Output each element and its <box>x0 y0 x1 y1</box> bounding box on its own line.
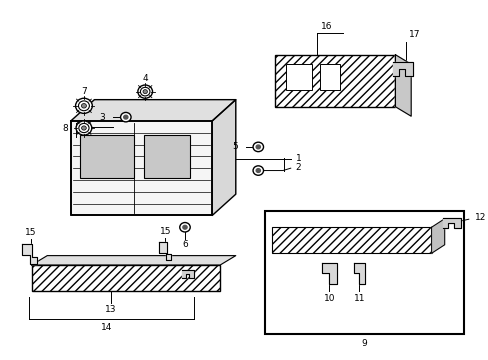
Polygon shape <box>32 256 235 265</box>
Polygon shape <box>392 62 412 76</box>
Bar <box>32 265 220 291</box>
Text: 7: 7 <box>81 87 87 96</box>
Circle shape <box>76 121 92 135</box>
Bar <box>285 64 311 90</box>
Circle shape <box>81 126 86 130</box>
Text: 14: 14 <box>101 323 112 332</box>
Bar <box>71 121 212 215</box>
Text: 6: 6 <box>182 240 187 249</box>
Text: 9: 9 <box>361 338 366 347</box>
Polygon shape <box>158 242 171 260</box>
Bar <box>80 135 134 177</box>
Text: 5: 5 <box>232 143 238 152</box>
Circle shape <box>79 123 89 132</box>
Text: 13: 13 <box>105 305 116 314</box>
Text: 16: 16 <box>320 22 332 31</box>
Circle shape <box>252 166 263 175</box>
Text: 2: 2 <box>295 163 301 172</box>
Polygon shape <box>71 100 235 121</box>
Circle shape <box>256 145 260 149</box>
Text: 15: 15 <box>25 229 36 238</box>
Circle shape <box>76 98 92 113</box>
Text: 1: 1 <box>295 154 301 163</box>
Text: 11: 11 <box>353 294 365 303</box>
Text: 15: 15 <box>159 226 171 235</box>
Circle shape <box>183 225 187 229</box>
Polygon shape <box>212 100 235 215</box>
Circle shape <box>256 168 260 172</box>
Bar <box>264 211 463 334</box>
Circle shape <box>138 85 152 98</box>
Circle shape <box>180 222 190 232</box>
Circle shape <box>140 87 150 96</box>
Polygon shape <box>431 219 444 253</box>
Polygon shape <box>182 270 193 278</box>
Text: 12: 12 <box>474 213 486 222</box>
Circle shape <box>142 90 147 94</box>
Text: 10: 10 <box>323 294 335 303</box>
Bar <box>144 135 190 177</box>
Circle shape <box>123 115 128 119</box>
Text: 17: 17 <box>407 30 419 39</box>
Bar <box>319 64 340 90</box>
Polygon shape <box>322 263 336 284</box>
Circle shape <box>252 142 263 152</box>
Circle shape <box>79 101 89 111</box>
Polygon shape <box>353 263 365 284</box>
Circle shape <box>81 104 86 108</box>
Circle shape <box>121 112 131 122</box>
Text: 8: 8 <box>62 123 68 132</box>
Polygon shape <box>22 244 37 264</box>
Text: 4: 4 <box>142 74 148 83</box>
Polygon shape <box>395 55 410 116</box>
Bar <box>274 55 395 107</box>
Text: 3: 3 <box>99 113 104 122</box>
Polygon shape <box>442 218 460 228</box>
Bar <box>272 227 431 253</box>
